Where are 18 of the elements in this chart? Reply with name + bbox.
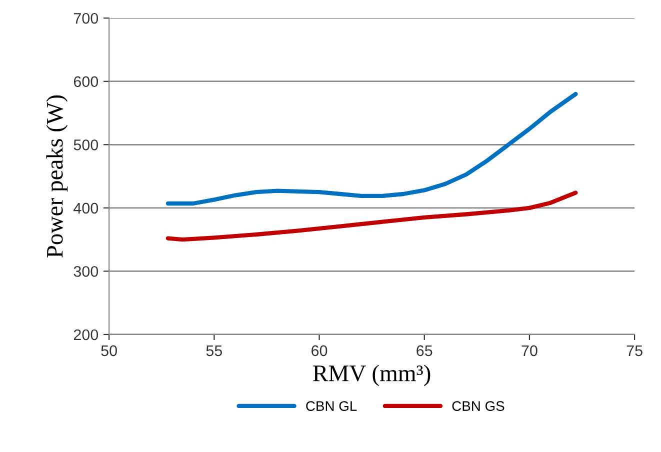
y-tick-label: 400 (74, 202, 98, 214)
y-tick-label: 300 (74, 266, 98, 277)
y-tick-label: 500 (74, 140, 98, 150)
x-tick-label: 75 (626, 345, 642, 356)
legend-label: CBN GL (306, 401, 357, 411)
y-tick-label: 600 (74, 76, 98, 88)
line-series (166, 190, 578, 242)
x-tick-label: 55 (206, 345, 222, 356)
x-axis-title: RMV (mm³) (313, 364, 430, 386)
legend-label: CBN GS (452, 401, 504, 411)
x-tick-label: 70 (522, 345, 538, 356)
y-tick-label: 700 (74, 12, 98, 24)
y-tick-label: 200 (74, 329, 98, 340)
x-tick-label: 50 (101, 345, 117, 356)
line-series (166, 92, 578, 206)
x-tick-label: 60 (312, 345, 328, 356)
x-tick-label: 65 (416, 345, 432, 356)
y-axis-title: Power peaks (W) (46, 95, 68, 258)
